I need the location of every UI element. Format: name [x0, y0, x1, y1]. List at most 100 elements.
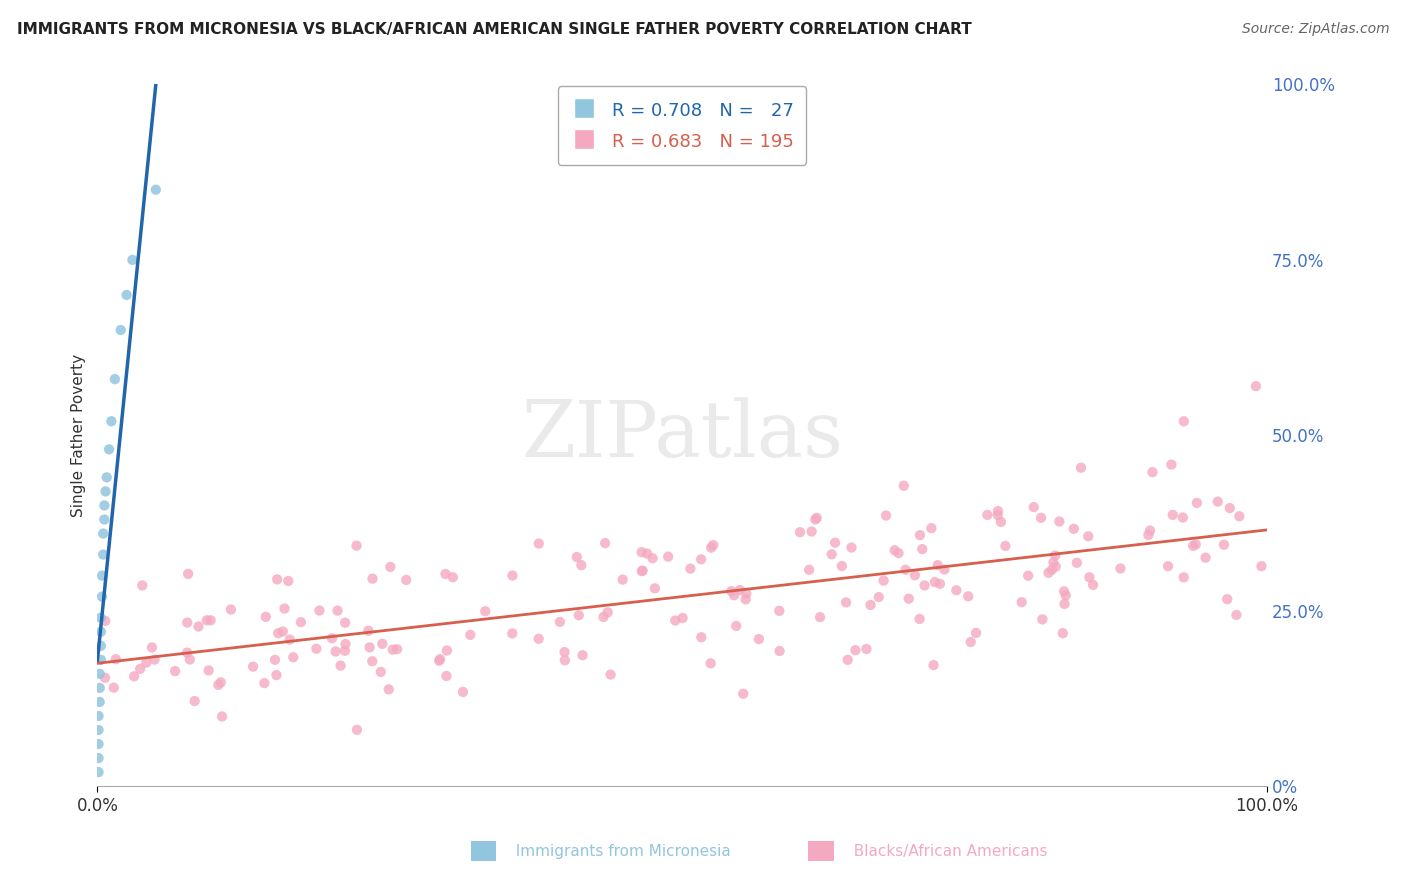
Point	[141, 640, 163, 655]
Point	[90, 611, 112, 625]
Point	[569, 558, 592, 573]
Point	[96, 470, 118, 484]
Point	[841, 541, 863, 555]
Point	[187, 619, 209, 633]
Point	[211, 709, 233, 723]
Point	[183, 694, 205, 708]
Point	[1038, 566, 1060, 580]
Point	[1227, 509, 1250, 524]
Point	[266, 668, 288, 682]
Point	[1225, 607, 1247, 622]
Point	[380, 560, 402, 574]
Point	[395, 573, 418, 587]
Point	[599, 667, 621, 681]
Point	[371, 637, 394, 651]
Point	[748, 632, 770, 646]
Point	[441, 570, 464, 584]
Point	[91, 548, 114, 562]
Point	[115, 288, 138, 302]
Point	[145, 183, 167, 197]
Point	[104, 372, 127, 386]
Point	[1194, 550, 1216, 565]
Point	[720, 584, 742, 599]
Point	[361, 654, 384, 668]
Point	[474, 604, 496, 618]
Point	[911, 542, 934, 557]
Point	[271, 624, 294, 639]
Point	[920, 521, 942, 535]
Point	[1173, 414, 1195, 428]
Point	[987, 504, 1010, 518]
Point	[887, 546, 910, 560]
Point	[1077, 529, 1099, 543]
Point	[630, 564, 652, 578]
Point	[824, 535, 846, 549]
Point	[264, 653, 287, 667]
Point	[612, 573, 634, 587]
Point	[436, 643, 458, 657]
Point	[831, 559, 853, 574]
Point	[370, 665, 392, 679]
Point	[571, 648, 593, 663]
Point	[723, 588, 745, 602]
Point	[728, 582, 751, 597]
Point	[799, 563, 821, 577]
Point	[100, 414, 122, 428]
Point	[725, 619, 748, 633]
Point	[924, 575, 946, 590]
Point	[93, 512, 115, 526]
Point	[630, 545, 652, 559]
Point	[93, 499, 115, 513]
Point	[914, 578, 936, 592]
Point	[1053, 597, 1076, 611]
Point	[927, 558, 949, 573]
Point	[1017, 568, 1039, 582]
Point	[568, 608, 591, 623]
Point	[702, 538, 724, 552]
Point	[735, 586, 758, 600]
Point	[87, 751, 110, 765]
Point	[897, 591, 920, 606]
Point	[89, 666, 111, 681]
Point	[835, 595, 858, 609]
Point	[548, 615, 571, 629]
Point	[177, 566, 200, 581]
Text: IMMIGRANTS FROM MICRONESIA VS BLACK/AFRICAN AMERICAN SINGLE FATHER POVERTY CORRE: IMMIGRANTS FROM MICRONESIA VS BLACK/AFRI…	[17, 22, 972, 37]
Point	[1182, 539, 1205, 553]
Point	[326, 604, 349, 618]
Point	[121, 252, 143, 267]
Point	[1011, 595, 1033, 609]
Point	[596, 605, 619, 619]
Point	[527, 632, 550, 646]
Point	[965, 626, 987, 640]
Text: Source: ZipAtlas.com: Source: ZipAtlas.com	[1241, 22, 1389, 37]
Point	[592, 610, 614, 624]
Point	[91, 568, 114, 582]
Point	[1160, 458, 1182, 472]
Point	[690, 630, 713, 644]
Point	[103, 681, 125, 695]
Point	[1031, 612, 1053, 626]
Point	[1142, 465, 1164, 479]
Point	[868, 590, 890, 604]
Point	[253, 676, 276, 690]
Point	[893, 479, 915, 493]
Point	[501, 568, 523, 582]
Point	[527, 536, 550, 550]
Point	[87, 765, 110, 780]
Point	[922, 658, 945, 673]
Point	[1063, 522, 1085, 536]
Point	[277, 574, 299, 588]
Point	[908, 612, 931, 626]
Point	[1173, 570, 1195, 584]
Point	[308, 603, 330, 617]
Point	[333, 644, 356, 658]
Point	[806, 511, 828, 525]
Point	[554, 645, 576, 659]
Point	[1216, 592, 1239, 607]
Point	[1161, 508, 1184, 522]
Point	[837, 653, 859, 667]
Text: Immigrants from Micronesia: Immigrants from Micronesia	[506, 845, 731, 859]
Point	[1045, 559, 1067, 574]
Point	[501, 626, 523, 640]
